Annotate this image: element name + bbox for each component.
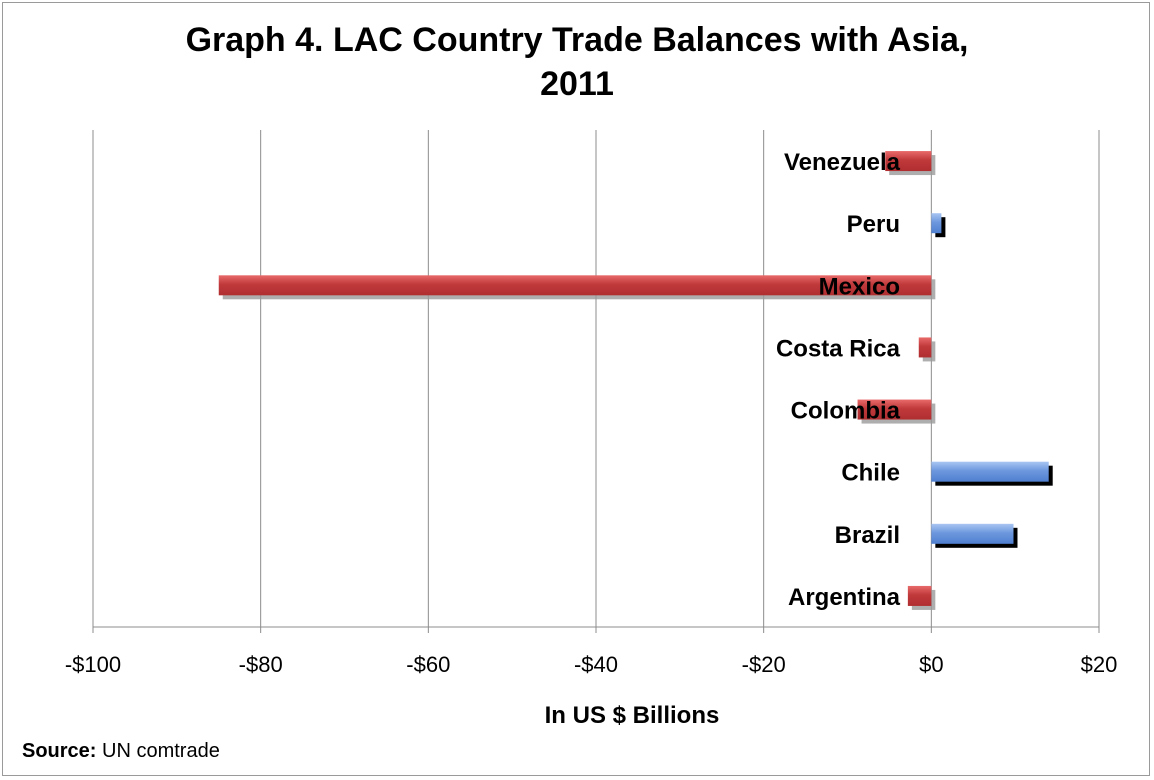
chart-title-line-2: 2011	[540, 65, 614, 103]
x-tick-label: -$60	[406, 652, 450, 677]
x-tick-label: -$80	[239, 652, 283, 677]
category-label: Chile	[841, 460, 900, 487]
x-tick-label: -$100	[65, 652, 121, 677]
x-tick-label: $20	[1081, 652, 1118, 677]
bar	[885, 151, 932, 172]
source-label: Source:	[22, 740, 97, 762]
x-axis-label: In US $ Billions	[544, 702, 720, 729]
source-note: Source: UN comtrade	[22, 740, 220, 763]
category-label: Venezuela	[784, 149, 901, 176]
bar	[907, 585, 932, 606]
category-label: Brazil	[835, 522, 900, 549]
x-tick-label: $0	[919, 652, 943, 677]
category-label: Colombia	[791, 398, 901, 425]
x-tick-label: -$40	[574, 652, 618, 677]
source-text: UN comtrade	[96, 740, 220, 762]
category-label: Argentina	[788, 584, 901, 611]
bar	[931, 213, 942, 234]
bar	[918, 337, 932, 358]
chart-title-line-1: Graph 4. LAC Country Trade Balances with…	[185, 21, 969, 59]
bar	[218, 275, 932, 296]
chart-title: Graph 4. LAC Country Trade Balances with…	[0, 18, 1154, 106]
category-label: Peru	[847, 211, 900, 238]
x-tick-label: -$20	[742, 652, 786, 677]
bar	[931, 523, 1014, 544]
bar	[857, 399, 932, 420]
category-label: Mexico	[819, 273, 900, 300]
category-label: Costa Rica	[776, 335, 901, 362]
bar	[931, 461, 1049, 482]
